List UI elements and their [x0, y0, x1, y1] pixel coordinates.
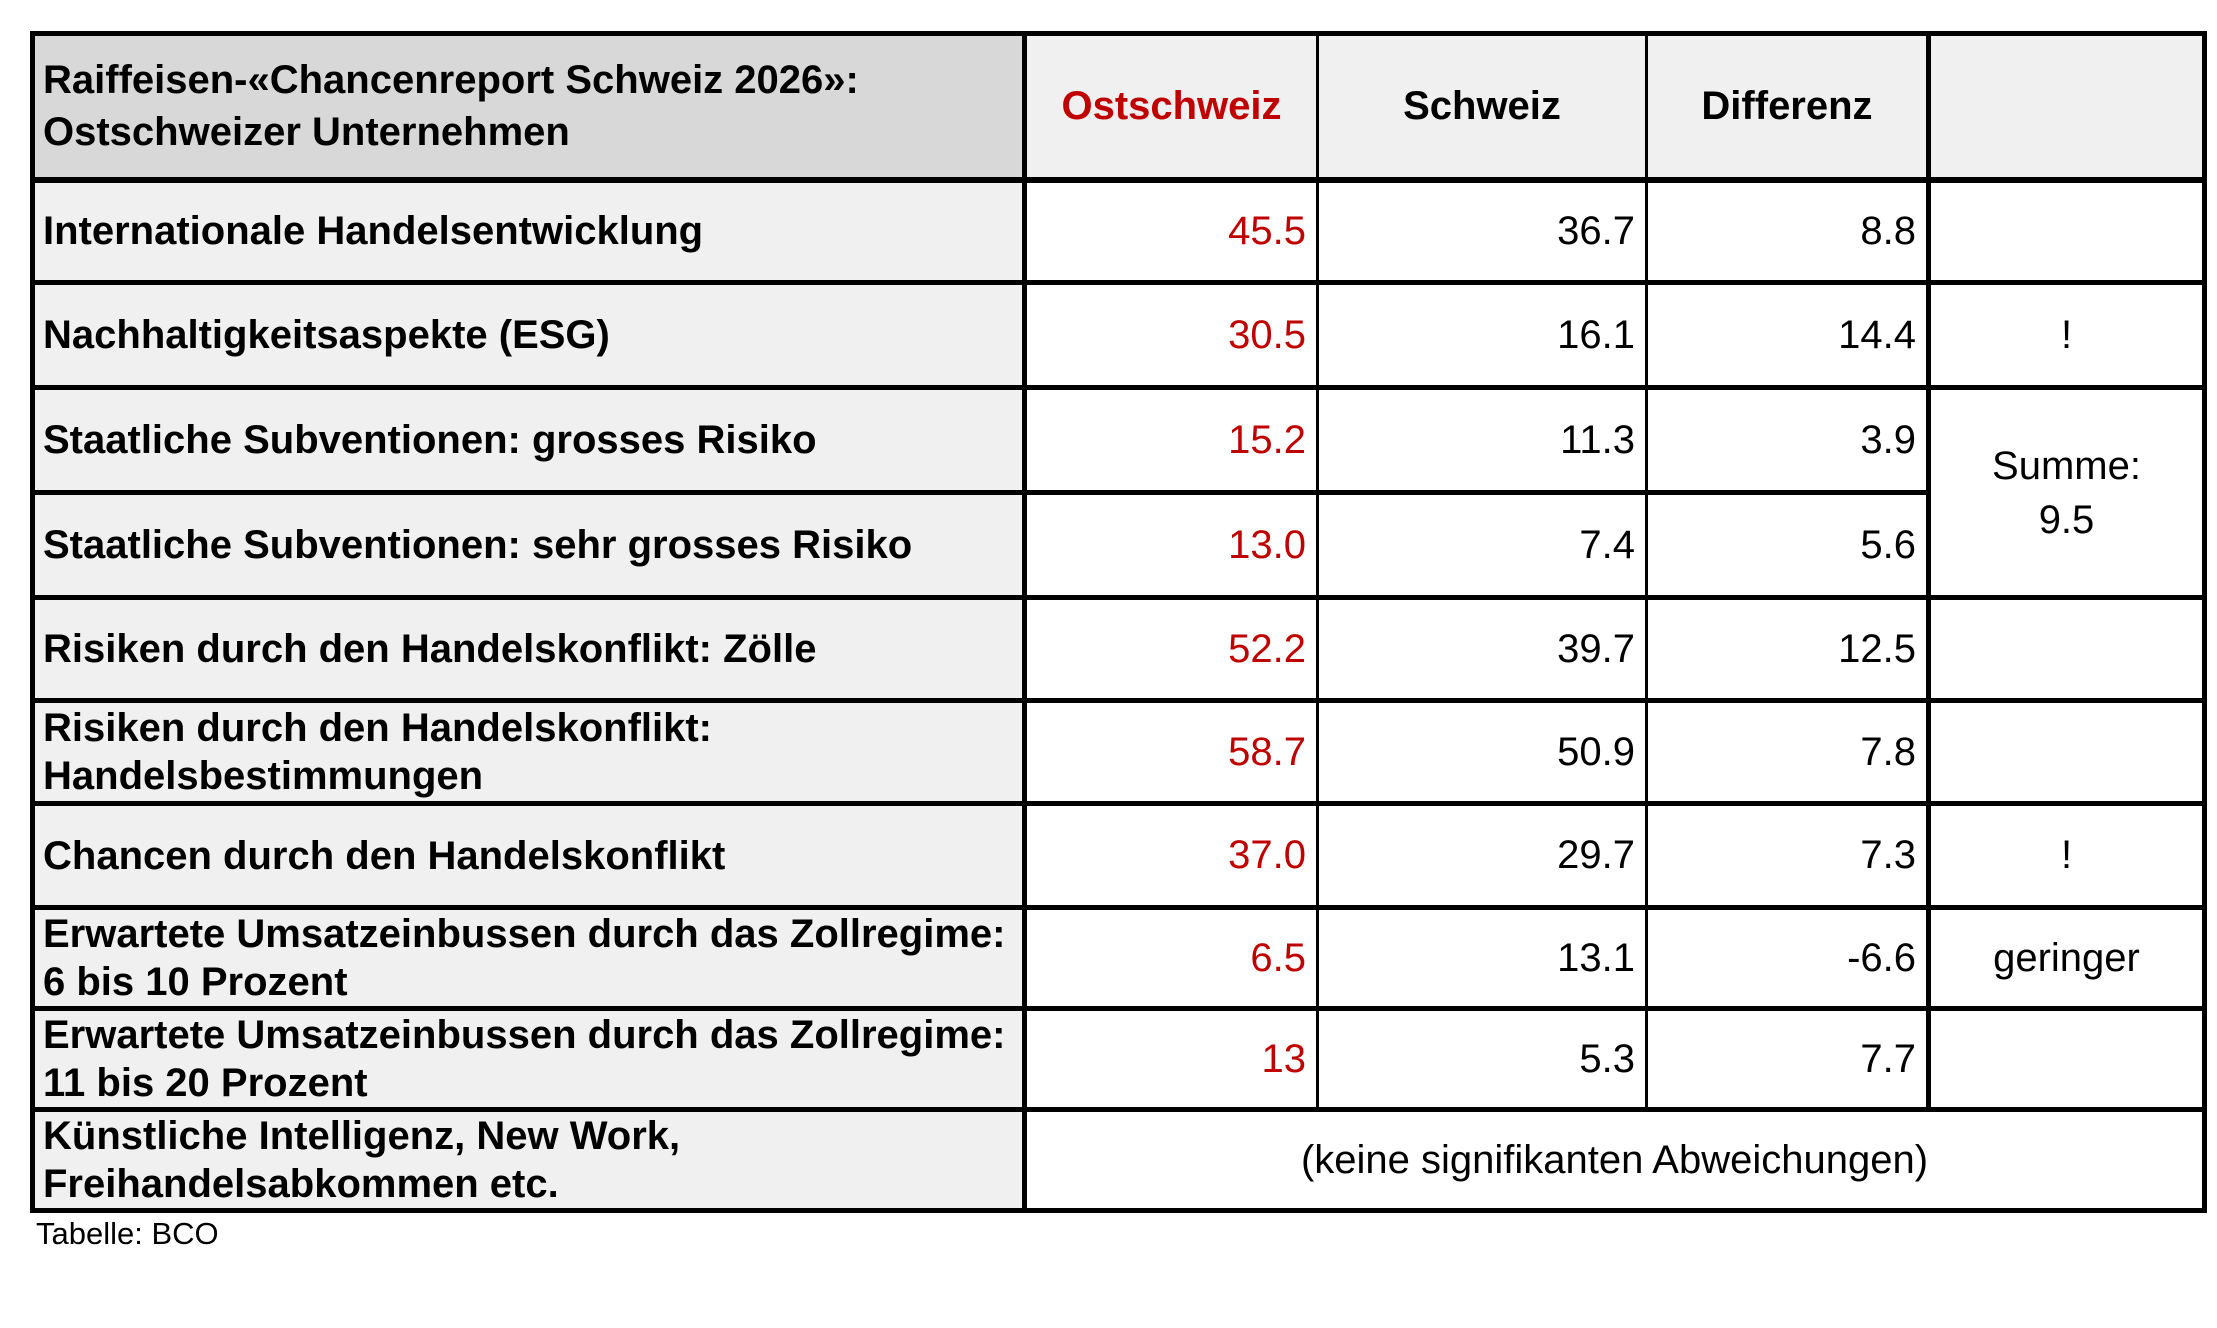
table-row: Künstliche Intelligenz, New Work, Freihan… — [30, 1107, 2207, 1213]
schweiz-value: 13.1 — [1316, 905, 1648, 1011]
row-label: Risiken durch den Handelskonflikt: Zölle — [30, 595, 1027, 703]
table-header-row: Raiffeisen-«Chancenreport Schweiz 2026»:… — [30, 31, 2207, 183]
table-title-line1: Raiffeisen-«Chancenreport Schweiz 2026»: — [43, 58, 859, 103]
note-cell — [1926, 1006, 2207, 1112]
ostschweiz-value: 58.7 — [1022, 698, 1319, 806]
schweiz-value: 5.3 — [1316, 1006, 1648, 1112]
table-row: Risiken durch den Handelskonflikt: Handel… — [30, 698, 2207, 806]
differenz-value: 3.9 — [1645, 385, 1931, 495]
schweiz-value: 7.4 — [1316, 490, 1648, 600]
note-cell — [1926, 698, 2207, 806]
note-cell — [1926, 177, 2207, 285]
merged-note-cell: (keine signifikanten Abweichungen) — [1022, 1107, 2207, 1213]
row-label: Staatliche Subventionen: sehr grosses Ri… — [30, 490, 1027, 600]
table-row: Nachhaltigkeitsaspekte (ESG) 30.5 16.1 1… — [30, 280, 2207, 390]
summe-value: 9.5 — [2038, 497, 2095, 542]
summe-cell: Summe: 9.5 — [1926, 385, 2207, 600]
table-row: Staatliche Subventionen: sehr grosses Ri… — [30, 490, 2205, 600]
row-label: Nachhaltigkeitsaspekte (ESG) — [30, 280, 1027, 390]
note-cell — [1926, 595, 2207, 703]
ostschweiz-value: 13 — [1022, 1006, 1319, 1112]
schweiz-value: 11.3 — [1316, 385, 1648, 495]
differenz-value: 7.3 — [1645, 801, 1931, 910]
table-row: Erwartete Umsatzeinbussen durch das Zoll… — [30, 1006, 2207, 1112]
differenz-value: 5.6 — [1645, 490, 1931, 600]
row-label: Erwartete Umsatzeinbussen durch das Zoll… — [30, 1006, 1027, 1112]
note-cell: ! — [1926, 801, 2207, 910]
differenz-value: 7.8 — [1645, 698, 1931, 806]
table-caption: Tabelle: BCO — [36, 1216, 219, 1251]
summe-label: Summe: — [1992, 443, 2141, 488]
differenz-value: 8.8 — [1645, 177, 1931, 285]
row-label: Risiken durch den Handelskonflikt: Handel… — [30, 698, 1027, 806]
schweiz-value: 50.9 — [1316, 698, 1648, 806]
ostschweiz-value: 30.5 — [1022, 280, 1319, 390]
differenz-value: 12.5 — [1645, 595, 1931, 703]
ostschweiz-value: 37.0 — [1022, 801, 1319, 910]
schweiz-value: 16.1 — [1316, 280, 1648, 390]
ostschweiz-value: 6.5 — [1022, 905, 1319, 1011]
row-label: Internationale Handelsentwicklung — [30, 177, 1027, 285]
table-row: Erwartete Umsatzeinbussen durch das Zoll… — [30, 905, 2207, 1011]
table-row: Chancen durch den Handelskonflikt 37.0 2… — [30, 801, 2207, 910]
table-row: Risiken durch den Handelskonflikt: Zölle… — [30, 595, 2207, 703]
column-header-differenz: Differenz — [1645, 31, 1931, 183]
table-row: Staatliche Subventionen: grosses Risiko … — [30, 385, 2207, 600]
table-title-cell: Raiffeisen-«Chancenreport Schweiz 2026»:… — [30, 31, 1027, 183]
table-row: Internationale Handelsentwicklung 45.5 3… — [30, 177, 2207, 285]
ostschweiz-value: 15.2 — [1022, 385, 1319, 495]
ostschweiz-value: 45.5 — [1022, 177, 1319, 285]
column-header-ostschweiz: Ostschweiz — [1022, 31, 1319, 183]
schweiz-value: 36.7 — [1316, 177, 1648, 285]
differenz-value: -6.6 — [1645, 905, 1931, 1011]
column-header-schweiz: Schweiz — [1316, 31, 1648, 183]
chancenreport-table: Raiffeisen-«Chancenreport Schweiz 2026»:… — [30, 31, 2207, 1213]
differenz-value: 14.4 — [1645, 280, 1931, 390]
note-cell: ! — [1926, 280, 2207, 390]
row-label: Erwartete Umsatzeinbussen durch das Zoll… — [30, 905, 1027, 1011]
differenz-value: 7.7 — [1645, 1006, 1931, 1112]
column-header-note — [1926, 31, 2207, 183]
row-label: Künstliche Intelligenz, New Work, Freihan… — [30, 1107, 1027, 1213]
note-cell: geringer — [1926, 905, 2207, 1011]
table-title-line2: Ostschweizer Unternehmen — [43, 110, 570, 155]
ostschweiz-value: 52.2 — [1022, 595, 1319, 703]
schweiz-value: 39.7 — [1316, 595, 1648, 703]
row-label: Staatliche Subventionen: grosses Risiko — [30, 385, 1027, 495]
row-label: Chancen durch den Handelskonflikt — [30, 801, 1027, 910]
schweiz-value: 29.7 — [1316, 801, 1648, 910]
ostschweiz-value: 13.0 — [1022, 490, 1319, 600]
